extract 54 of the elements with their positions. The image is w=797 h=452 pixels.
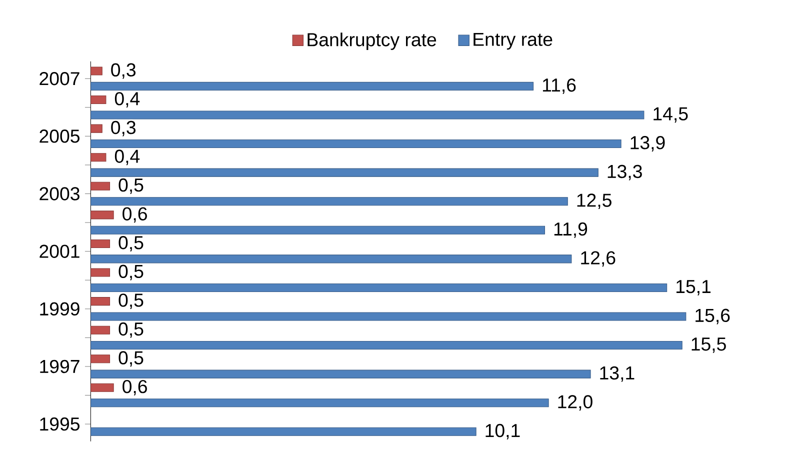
bar <box>90 341 682 350</box>
bar <box>90 168 598 177</box>
data-label: 12,6 <box>581 251 616 267</box>
data-label: 13,1 <box>600 366 634 382</box>
bar <box>90 283 668 292</box>
data-label: 0,5 <box>118 236 144 252</box>
data-label: 15,1 <box>676 280 711 296</box>
bar <box>90 140 622 148</box>
data-label: 15,6 <box>696 308 730 324</box>
bar <box>90 326 110 334</box>
y-tick-label: 1997 <box>40 360 80 374</box>
y-tick-label: 2005 <box>40 130 80 143</box>
data-label: 0,5 <box>118 322 144 338</box>
bar <box>90 383 114 392</box>
data-label: 0,5 <box>118 294 144 310</box>
bar <box>90 226 545 234</box>
data-label: 0,6 <box>122 207 147 223</box>
data-label: 13,9 <box>630 136 665 152</box>
data-label: 10,1 <box>486 424 520 440</box>
data-label: 13,3 <box>608 164 642 180</box>
bar <box>90 239 110 248</box>
bar <box>90 182 110 190</box>
data-label: 0,5 <box>118 351 144 367</box>
data-label: 0,6 <box>122 380 147 396</box>
bar <box>90 254 572 264</box>
y-tick-label: 1999 <box>40 302 80 316</box>
legend-label: Bankruptcy rate <box>308 32 436 50</box>
data-label: 0,3 <box>111 63 136 79</box>
bar <box>90 312 686 321</box>
y-tick-label: 2001 <box>40 244 80 258</box>
bar <box>90 297 110 306</box>
bar <box>90 370 591 378</box>
data-label: 0,5 <box>118 178 144 194</box>
bar <box>90 398 549 408</box>
bar <box>90 82 534 90</box>
y-tick-label: 2003 <box>40 187 80 200</box>
data-label: 15,5 <box>692 338 726 353</box>
data-label: 0,3 <box>111 120 136 136</box>
data-label: 11,6 <box>542 78 576 94</box>
data-label: 0,4 <box>114 150 140 166</box>
data-label: 12,0 <box>558 395 592 411</box>
y-tick-label: 1995 <box>40 417 80 431</box>
legend-label: Entry rate <box>474 32 552 50</box>
bar <box>90 197 568 206</box>
bar <box>90 427 476 436</box>
bar <box>90 110 644 120</box>
y-tick-label: 2007 <box>40 72 80 86</box>
bar <box>90 354 110 364</box>
data-label: 12,5 <box>577 194 612 210</box>
data-label: 0,5 <box>118 264 144 280</box>
data-label: 14,5 <box>654 107 688 123</box>
bar <box>90 124 102 133</box>
data-label: 0,4 <box>114 92 140 108</box>
data-label: 11,9 <box>554 222 588 238</box>
